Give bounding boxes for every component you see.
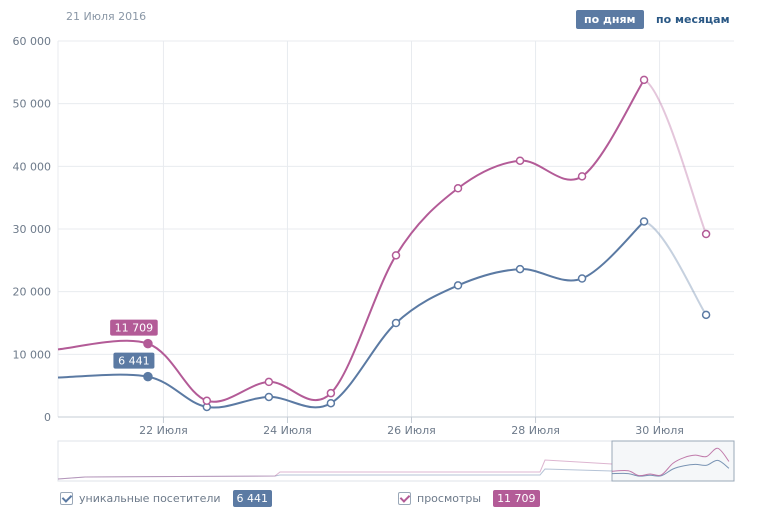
data-point-1-8 — [577, 172, 587, 181]
data-point-1-3 — [264, 377, 274, 387]
data-point-0-3 — [264, 392, 274, 402]
navigator-line-1 — [611, 447, 730, 477]
grid — [58, 40, 734, 418]
data-point-1-9 — [639, 75, 649, 85]
x-tick-label: 22 Июля — [139, 424, 188, 437]
navigator — [57, 440, 735, 482]
data-point-0-6 — [453, 281, 463, 290]
series-line-1 — [57, 79, 645, 403]
data-point-1-5 — [391, 251, 401, 260]
y-tick-label: 20 000 — [13, 286, 52, 299]
navigator-line-0 — [611, 459, 730, 477]
y-tick-label: 30 000 — [13, 223, 52, 236]
y-tick-label: 50 000 — [13, 98, 52, 111]
data-point-1-10 — [701, 229, 711, 239]
date-label: 21 Июля 2016 — [66, 10, 147, 23]
navigator-history-1 — [57, 459, 613, 480]
legend-visitors[interactable]: уникальные посетители 6 441 — [60, 489, 273, 507]
tooltip-label-0: 6 441 — [118, 355, 150, 368]
series-line-tail-0 — [643, 220, 707, 316]
tooltip-box-1 — [110, 319, 158, 336]
visitors-checkbox[interactable] — [60, 491, 73, 505]
x-tick-label: 24 Июля — [263, 424, 312, 437]
y-axis: 0 10 000 20 000 30 000 40 000 50 000 60 000 — [13, 35, 59, 424]
series-lines — [57, 78, 708, 409]
legend-views[interactable]: просмотры 11 709 — [398, 489, 540, 507]
visitors-value-badge: 6 441 — [232, 489, 273, 507]
series-points — [143, 75, 711, 412]
x-tick-label: 28 Июля — [511, 424, 560, 437]
by-days-button[interactable]: по дням — [576, 10, 644, 29]
data-point-1-1 — [143, 338, 153, 349]
views-value-badge: 11 709 — [493, 489, 540, 507]
y-tick-label: 60 000 — [13, 35, 52, 48]
y-tick-label: 40 000 — [13, 160, 52, 173]
x-tick-label: 30 Июля — [635, 424, 684, 437]
data-point-1-4 — [326, 388, 336, 398]
views-checkbox[interactable] — [398, 491, 411, 505]
visitors-legend-label: уникальные посетители — [79, 491, 221, 505]
data-point-0-4 — [326, 398, 336, 408]
data-point-0-5 — [391, 318, 401, 328]
navigator-history-0 — [57, 468, 613, 480]
data-point-0-10 — [701, 310, 711, 320]
tooltip-label-1: 11 709 — [115, 322, 154, 335]
tooltips: 6 441 11 709 — [110, 319, 158, 369]
data-point-0-8 — [577, 274, 587, 283]
x-axis: 22 Июля 24 Июля 26 Июля 28 Июля 30 Июля — [58, 416, 734, 437]
series-line-0 — [57, 220, 645, 409]
data-point-1-2 — [202, 396, 212, 405]
data-point-0-9 — [639, 217, 649, 226]
y-tick-label: 0 — [44, 411, 51, 424]
data-point-1-6 — [453, 184, 463, 193]
x-tick-label: 26 Июля — [387, 424, 436, 437]
data-point-0-1 — [143, 371, 153, 382]
views-legend-label: просмотры — [417, 491, 482, 505]
series-line-tail-1 — [643, 78, 708, 235]
data-point-1-7 — [515, 156, 525, 165]
data-point-0-7 — [515, 264, 525, 274]
by-months-button[interactable]: по месяцам — [656, 13, 730, 26]
tooltip-box-0 — [113, 352, 155, 369]
y-tick-label: 10 000 — [13, 348, 52, 361]
